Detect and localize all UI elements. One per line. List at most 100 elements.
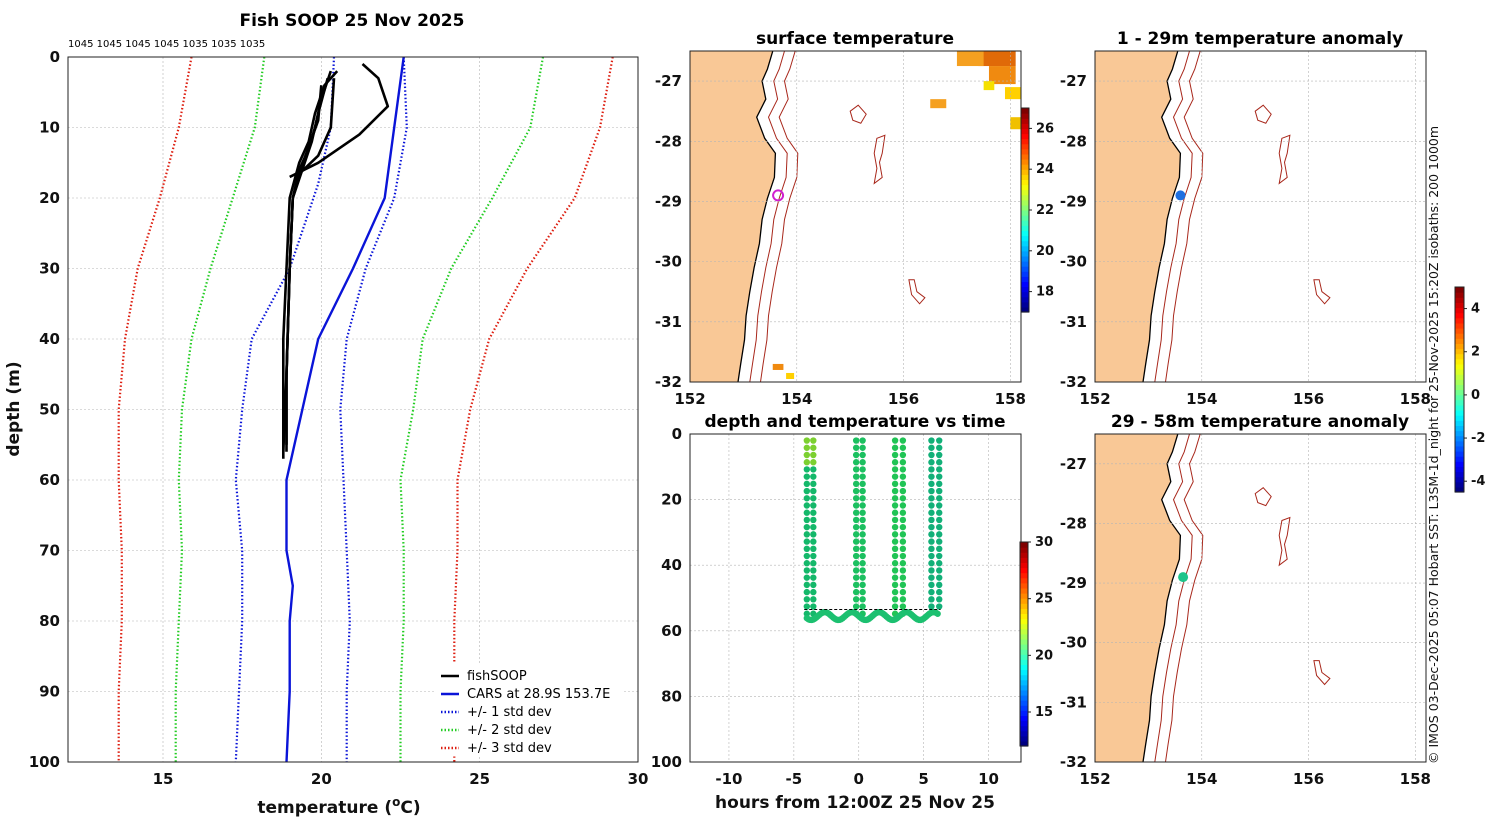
measurement-point	[1175, 190, 1186, 201]
legend-label-4: +/- 3 std dev	[467, 741, 552, 756]
scatter-point	[891, 545, 899, 552]
map-x-tick: 158	[995, 390, 1026, 408]
anomaly-colorbar-step	[1455, 440, 1464, 447]
anomaly-colorbar-step	[1455, 302, 1464, 309]
scatter-point	[936, 596, 943, 603]
scatter-point	[852, 523, 860, 531]
map-x-tick: 152	[674, 390, 705, 408]
scatter-point	[859, 487, 866, 495]
scatter-point	[936, 545, 943, 552]
anomaly-colorbar-step	[1455, 466, 1464, 473]
time-colorbar-step	[1020, 557, 1028, 563]
sst-colorbar-step	[1021, 179, 1029, 186]
scatter-point	[852, 487, 860, 495]
anomaly-colorbar-step	[1455, 435, 1464, 442]
scatter-point	[899, 523, 907, 531]
anom2-title: 29 - 58m temperature anomaly	[1111, 412, 1409, 432]
map-x-tick: 158	[1400, 390, 1431, 408]
seamount-contour-0	[1254, 487, 1272, 507]
sst-colorbar-step	[1021, 118, 1029, 124]
time-colorbar-step	[1020, 695, 1028, 701]
anom1-title: 1 - 29m temperature anomaly	[1117, 29, 1403, 49]
time-y-tick: 100	[651, 753, 682, 771]
sst-colorbar-step	[1021, 215, 1029, 221]
scatter-point	[928, 523, 935, 531]
time-y-tick: 0	[672, 425, 682, 443]
sst-colorbar-tick: 20	[1036, 244, 1054, 259]
map-x-tick: 154	[781, 390, 812, 408]
sst-colorbar-step	[1021, 143, 1029, 150]
time-colorbar-step	[1020, 577, 1028, 584]
scatter-point	[859, 444, 866, 451]
time-colorbar-step	[1020, 705, 1028, 711]
time-colorbar-step	[1020, 720, 1028, 727]
sst-colorbar-step	[1021, 159, 1029, 165]
scatter-point	[803, 560, 811, 567]
scatter-point	[852, 545, 860, 552]
map-x-tick: 156	[1293, 390, 1324, 408]
scatter-point	[891, 495, 899, 502]
scatter-point	[891, 473, 899, 480]
map-y-tick: -31	[1060, 693, 1087, 711]
anomaly-colorbar-step	[1455, 348, 1464, 355]
scatter-point	[852, 480, 860, 488]
time-colorbar-step	[1020, 618, 1028, 625]
anomaly-colorbar-step	[1455, 338, 1464, 344]
time-colorbar-step	[1020, 725, 1028, 732]
isobath-1000m	[1165, 51, 1204, 382]
scatter-point	[936, 523, 943, 531]
scatter-point	[891, 538, 899, 545]
anomaly-colorbar-step	[1455, 292, 1464, 298]
scatter-point	[891, 509, 899, 516]
scatter-point	[852, 444, 860, 451]
sst-pixel-8	[930, 99, 947, 109]
sst-colorbar-step	[1021, 153, 1029, 160]
map-y-tick: -31	[1060, 313, 1087, 331]
y-tick-label: 60	[39, 471, 60, 489]
scatter-point	[899, 473, 907, 480]
scatter-point	[859, 567, 866, 574]
time-colorbar-tick: 15	[1035, 705, 1053, 720]
sst-pixel-2	[956, 51, 984, 67]
isobath-1000m	[1165, 434, 1204, 762]
x-tick-label: 20	[311, 770, 332, 788]
profile-legend: fishSOOP CARS at 28.9S 153.7E +/- 1 std de…	[435, 663, 624, 757]
time-colorbar-step	[1020, 633, 1028, 640]
scatter-point	[899, 552, 907, 560]
y-tick-label: 50	[39, 401, 60, 419]
fish-profile-3	[285, 70, 333, 452]
scatter-point	[852, 560, 860, 567]
legend-label-2: +/- 1 std dev	[467, 705, 552, 720]
time-scatter-points	[803, 437, 943, 624]
time-colorbar-tick: 20	[1035, 648, 1053, 663]
map-y-tick: -27	[1060, 455, 1087, 473]
land-mass	[690, 51, 776, 382]
scatter-point	[899, 487, 907, 495]
y-tick-label: 100	[29, 753, 60, 771]
scatter-point	[852, 502, 860, 509]
scatter-point	[852, 552, 860, 560]
time-x-tick: 5	[918, 770, 928, 788]
sst-colorbar-tick: 18	[1036, 285, 1054, 300]
time-plot-xlabel: hours from 12:00Z 25 Nov 25	[715, 793, 995, 813]
map-frame	[1094, 50, 1427, 383]
scatter-point	[891, 560, 899, 567]
sst-colorbar-step	[1021, 266, 1029, 272]
anomaly-colorbar: -4 -2 0 2 4	[1454, 286, 1485, 493]
scatter-point	[928, 574, 935, 581]
sst-colorbar-step	[1021, 235, 1029, 242]
time-colorbar-step	[1020, 715, 1028, 722]
sst-colorbar-step	[1021, 199, 1029, 206]
time-y-tick: 40	[661, 556, 682, 574]
scatter-point	[852, 588, 860, 596]
sst-colorbar-step	[1021, 291, 1029, 298]
time-colorbar-step	[1020, 649, 1028, 655]
profile-title: Fish SOOP 25 Nov 2025	[240, 11, 465, 31]
scatter-point	[899, 574, 907, 581]
scatter-point	[810, 545, 817, 552]
scatter-point	[891, 552, 899, 560]
scatter-point	[928, 451, 935, 459]
sst-colorbar-step	[1021, 301, 1029, 308]
scatter-point	[803, 509, 811, 516]
anomaly-colorbar-step	[1455, 343, 1464, 350]
